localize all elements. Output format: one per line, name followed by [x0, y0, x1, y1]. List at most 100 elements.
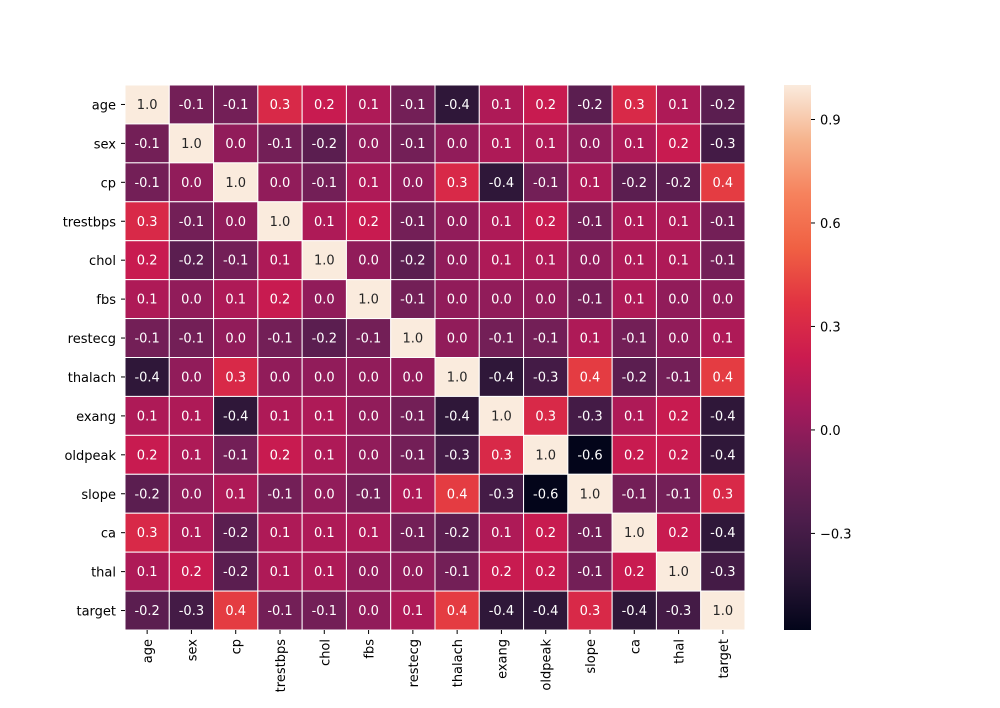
heatmap-cell-ca-target [700, 512, 746, 553]
cell-value-label: -0.1 [134, 137, 159, 152]
heatmap-cell-slope-target [700, 473, 746, 514]
cell-value-label: 0.0 [403, 176, 424, 191]
x-tick-label: target [717, 639, 732, 679]
cell-value-label: 1.0 [358, 293, 379, 308]
y-tick-label: restecg [68, 332, 116, 347]
x-tick-label: chol [318, 639, 333, 666]
cell-value-label: -0.3 [444, 448, 469, 463]
x-axis: age sex cp trestbps chol fbs restecg thalach exa… [141, 630, 732, 692]
heatmap-cell-restecg-age [124, 318, 170, 359]
cell-value-label: -0.3 [666, 604, 691, 619]
heatmap-cells [124, 84, 746, 631]
cell-value-label: 1.0 [225, 176, 246, 191]
cell-value-label: 0.1 [624, 293, 645, 308]
heatmap-cell-fbs-fbs [345, 279, 392, 320]
cell-value-label: 0.1 [270, 409, 291, 424]
cell-value-label: -0.4 [710, 409, 735, 424]
cell-value-label: -0.4 [444, 98, 469, 113]
cell-value-label: 0.1 [181, 448, 202, 463]
cell-value-label: 0.4 [447, 604, 468, 619]
heatmap-cell-fbs-restecg [390, 279, 436, 320]
heatmap-cell-thal-thalach [434, 551, 480, 592]
heatmap-cell-exang-oldpeak [523, 395, 569, 436]
cell-value-label: 0.1 [137, 409, 158, 424]
heatmap-cell-exang-cp [213, 395, 259, 436]
cell-value-label: -0.4 [489, 370, 514, 385]
heatmap-cell-chol-oldpeak [523, 240, 569, 281]
cell-value-label: -0.2 [577, 98, 602, 113]
cell-value-label: 0.3 [225, 370, 246, 385]
colorbar: 0.9 0.6 0.3 0.0 −0.3 [784, 85, 852, 630]
cell-value-label: -0.2 [223, 565, 248, 580]
heatmap-cell-trestbps-thalach [434, 201, 480, 242]
cell-value-label: -0.1 [267, 604, 292, 619]
colorbar-tick-label: −0.3 [820, 527, 852, 542]
heatmap-cell-restecg-thal [655, 318, 702, 359]
heatmap-cell-sex-cp [213, 123, 259, 164]
heatmap-cell-cp-thalach [434, 162, 480, 203]
cell-value-label: 0.3 [137, 215, 158, 230]
x-tick-label: ca [628, 639, 643, 654]
heatmap-cell-trestbps-cp [213, 201, 259, 242]
cell-value-label: 0.1 [491, 526, 512, 541]
cell-value-label: -0.2 [179, 254, 204, 269]
cell-value-label: -0.3 [577, 409, 602, 424]
cell-value-label: -0.1 [710, 254, 735, 269]
heatmap-cell-restecg-restecg [390, 318, 436, 359]
heatmap-cell-trestbps-exang [478, 201, 525, 242]
x-tick-label: sex [185, 639, 200, 662]
cell-value-label: 0.0 [358, 370, 379, 385]
y-tick-label: oldpeak [64, 449, 116, 464]
heatmap-cell-cp-age [124, 162, 170, 203]
x-tick-label: age [141, 639, 156, 663]
heatmap-cell-sex-thal [655, 123, 702, 164]
cell-value-label: -0.2 [622, 370, 647, 385]
heatmap-cell-oldpeak-chol [301, 434, 347, 475]
y-tick-label: thal [91, 566, 116, 581]
cell-value-label: 1.0 [713, 604, 734, 619]
heatmap-cell-slope-slope [567, 473, 613, 514]
x-tick-label: cp [230, 639, 245, 654]
cell-value-label: 0.0 [181, 293, 202, 308]
heatmap-cell-target-slope [567, 590, 613, 631]
cell-value-label: -0.1 [356, 332, 381, 347]
heatmap-cell-target-exang [478, 590, 525, 631]
cell-value-label: 0.0 [447, 293, 468, 308]
cell-value-label: -0.1 [710, 215, 735, 230]
cell-value-label: 0.0 [314, 487, 335, 502]
cell-value-label: 0.4 [713, 176, 734, 191]
cell-value-label: 0.2 [624, 448, 645, 463]
heatmap-cell-chol-cp [213, 240, 259, 281]
heatmap-cell-cp-exang [478, 162, 525, 203]
cell-value-label: 0.3 [447, 176, 468, 191]
heatmap-cell-thal-oldpeak [523, 551, 569, 592]
cell-value-label: 0.0 [225, 332, 246, 347]
heatmap-cell-trestbps-trestbps [257, 201, 303, 242]
y-tick-label: trestbps [63, 215, 117, 230]
cell-value-label: 0.0 [181, 370, 202, 385]
heatmap-cell-fbs-sex [168, 279, 215, 320]
cell-value-label: 0.1 [137, 565, 158, 580]
heatmap-cell-fbs-target [700, 279, 746, 320]
cell-value-label: 0.1 [181, 409, 202, 424]
cell-value-label: 0.1 [624, 215, 645, 230]
cell-value-label: 0.1 [314, 565, 335, 580]
heatmap-cell-slope-exang [478, 473, 525, 514]
cell-value-label: 0.1 [270, 254, 291, 269]
cell-value-label: 0.0 [580, 137, 601, 152]
heatmap-cell-thalach-oldpeak [523, 357, 569, 397]
cell-value-label: 0.0 [447, 215, 468, 230]
heatmap-cell-restecg-target [700, 318, 746, 359]
cell-value-label: -0.1 [577, 293, 602, 308]
heatmap-cell-oldpeak-cp [213, 434, 259, 475]
cell-value-label: 0.1 [270, 565, 291, 580]
heatmap-cell-ca-age [124, 512, 170, 553]
cell-value-label: 0.2 [270, 293, 291, 308]
cell-value-label: 0.1 [403, 487, 424, 502]
cell-value-label: 0.0 [270, 370, 291, 385]
cell-value-label: 0.0 [447, 254, 468, 269]
y-tick-label: slope [81, 488, 116, 503]
heatmap-cell-target-chol [301, 590, 347, 631]
y-axis: age sex cp trestbps chol fbs restecg thalach exa… [63, 98, 125, 620]
